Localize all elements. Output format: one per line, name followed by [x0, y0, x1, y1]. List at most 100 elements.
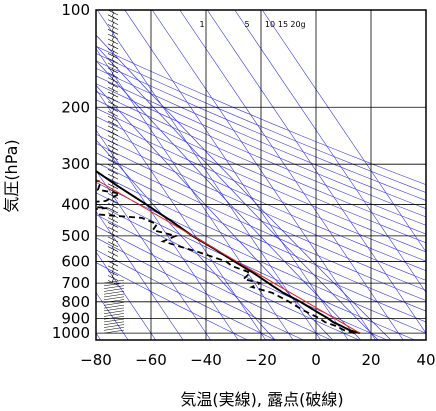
- wind-barb-flag: [111, 161, 115, 167]
- wind-barb: [107, 149, 119, 156]
- wind-barb: [107, 10, 119, 16]
- wind-barb-flag: [111, 219, 115, 225]
- dry-adiabat-line: [96, 75, 426, 218]
- isotherm-line: [234, 10, 426, 294]
- wind-barb-flag: [111, 248, 115, 254]
- dry-adiabat-line: [96, 214, 360, 340]
- y-tick-label: 400: [61, 196, 90, 214]
- wind-barb: [107, 130, 119, 136]
- dry-adiabat-line: [96, 225, 332, 340]
- wind-barb: [107, 255, 119, 262]
- isotherm-line: [96, 251, 156, 340]
- isotherm-line: [96, 88, 266, 340]
- wind-barb: [107, 260, 119, 267]
- wind-barb: [103, 304, 125, 309]
- wind-barbs: [103, 10, 125, 334]
- wind-barb-flag: [111, 267, 115, 273]
- wind-barb-flag: [111, 26, 115, 32]
- wind-barb: [107, 231, 119, 238]
- dry-adiabat-line: [96, 152, 426, 301]
- plot-frame: [95, 9, 427, 341]
- dry-adiabat-line: [96, 99, 426, 244]
- wind-barb: [103, 327, 125, 331]
- wind-barb: [107, 106, 119, 112]
- wind-barb: [107, 159, 119, 165]
- wind-barb-flag: [111, 16, 115, 22]
- dry-adiabat-line: [96, 124, 426, 271]
- wind-barb: [107, 164, 119, 170]
- wind-barb: [103, 285, 125, 289]
- dry-adiabat-line: [96, 237, 304, 340]
- dry-adiabat-line: [96, 45, 426, 186]
- wind-barb: [107, 77, 119, 83]
- wind-barb: [103, 293, 125, 298]
- isotherm-line: [96, 210, 184, 340]
- wind-barb-flag: [111, 132, 115, 138]
- y-axis-label: 気圧(hPa): [2, 139, 21, 212]
- wind-barb: [107, 67, 119, 74]
- wind-barb: [103, 329, 125, 334]
- isotherm-line: [207, 10, 426, 334]
- dry-adiabat-line: [96, 171, 426, 323]
- wind-barb-flag: [111, 45, 115, 51]
- wind-barb-flag: [111, 171, 115, 177]
- y-tick-label: 300: [61, 155, 90, 173]
- dewpoint-line: [96, 179, 355, 335]
- wind-barb-flag: [111, 228, 115, 235]
- x-tick-label: 40: [416, 351, 435, 369]
- wind-barb-flag: [111, 142, 115, 148]
- wind-barb: [107, 183, 119, 190]
- x-tick-label: −80: [80, 351, 112, 369]
- wind-barb-flag: [111, 98, 115, 104]
- wind-barb-flag: [111, 257, 115, 264]
- wind-barb: [103, 282, 125, 287]
- y-tick-label: 900: [61, 309, 90, 327]
- wind-barb-flag: [111, 31, 115, 37]
- wind-barb-flag: [111, 84, 115, 90]
- wind-barb: [103, 288, 125, 292]
- wind-barb: [103, 307, 125, 312]
- dry-adiabat-line: [96, 249, 276, 340]
- y-tick-label: 500: [61, 227, 90, 245]
- wind-barb: [107, 96, 119, 103]
- wind-barb: [103, 315, 125, 320]
- wind-barb-flag: [111, 262, 115, 268]
- wind-barb-flag: [111, 103, 115, 109]
- x-tick-label: 20: [361, 351, 380, 369]
- wind-barb: [107, 86, 119, 93]
- wind-barb: [107, 251, 119, 257]
- mixing-ratio-label: 10: [265, 20, 275, 29]
- wind-barb-flag: [111, 11, 115, 17]
- wind-barb: [107, 270, 119, 276]
- wind-barb: [107, 43, 119, 50]
- wind-barb: [103, 279, 125, 284]
- mixing-ratio-line: [96, 84, 334, 340]
- isotherm-line: [96, 170, 211, 340]
- wind-barb: [107, 140, 119, 146]
- x-tick-labels: −80 −60 −40 −20 0 20 40: [80, 351, 435, 369]
- wind-barb-flag: [111, 88, 115, 95]
- wind-barb: [107, 144, 119, 151]
- wind-barb: [107, 91, 119, 98]
- wind-barb: [107, 33, 119, 40]
- wind-barb: [107, 48, 119, 54]
- wind-barb: [103, 296, 125, 301]
- y-tick-label: 100: [61, 1, 90, 19]
- wind-barb: [103, 313, 125, 317]
- isotherm-line: [97, 10, 321, 340]
- wind-barb: [107, 58, 119, 64]
- wind-barb-flag: [111, 238, 115, 244]
- dry-adiabat-line: [96, 161, 426, 312]
- wind-barb: [103, 299, 125, 303]
- dry-adiabat-line: [96, 60, 426, 201]
- wind-barb: [107, 217, 119, 223]
- y-tick-label: 600: [61, 252, 90, 270]
- x-tick-label: 0: [311, 351, 321, 369]
- wind-barb: [107, 14, 119, 21]
- isotherm-line: [124, 10, 349, 340]
- wind-barb: [107, 246, 119, 252]
- wind-barb: [103, 321, 125, 326]
- mixing-ratio-line: [96, 34, 392, 340]
- dry-adiabat-line: [96, 262, 248, 340]
